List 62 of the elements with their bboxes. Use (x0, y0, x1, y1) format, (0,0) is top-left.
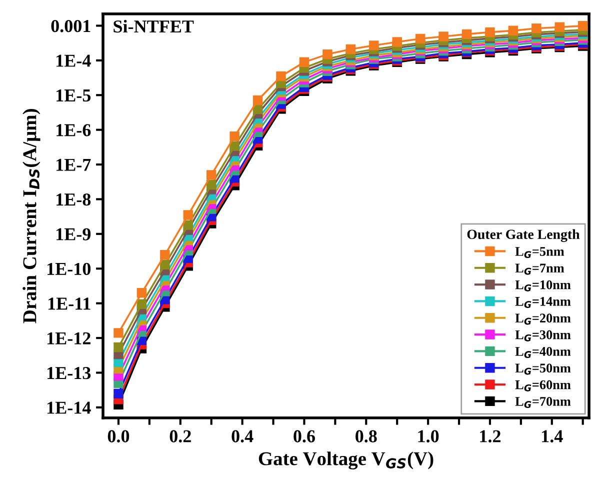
legend-label: L$_{G}$=14nm (515, 296, 571, 308)
point (462, 29, 472, 40)
point (160, 250, 170, 260)
legend-title: Outer Gate Length (467, 229, 580, 242)
point (299, 57, 310, 68)
x-tick-label: 1.2 (480, 430, 500, 442)
point (346, 44, 356, 54)
point (392, 37, 402, 47)
legend-label: L$_{G}$=30nm (515, 330, 571, 342)
y-tick-label: 1E-5 (56, 89, 91, 102)
point (114, 342, 124, 352)
point (252, 95, 263, 106)
legend-label: L$_{G}$=50nm (515, 364, 571, 375)
point (160, 260, 170, 270)
y-tick-label: 1E-13 (48, 367, 91, 380)
legend-label: L$_{G}$=60nm (515, 380, 571, 392)
x-tick-label: 0.0 (108, 430, 130, 442)
y-tick-label: 1E-7 (56, 158, 91, 171)
y-tick-label: 0.001 (51, 20, 90, 32)
point (183, 220, 194, 230)
point (183, 210, 194, 220)
point (369, 40, 379, 50)
legend-label: L$_{G}$=5nm (515, 247, 564, 258)
point (206, 180, 216, 190)
point (230, 131, 240, 142)
chart-title: Si-NTFET (114, 20, 194, 33)
point (485, 27, 495, 38)
y-tick-label: 1E-8 (56, 193, 91, 206)
point (206, 170, 216, 180)
y-axis-title: Drain Current I$_{DS}$(A/μm) (22, 109, 40, 324)
point (578, 21, 588, 31)
legend-label: L$_{G}$=7nm (515, 264, 564, 275)
y-tick-label: 1E-11 (48, 298, 90, 310)
y-tick-label: 1E-9 (56, 228, 91, 240)
point (554, 22, 564, 32)
legend-label: L$_{G}$=70nm (515, 396, 571, 408)
y-tick-label: 1E-12 (48, 332, 90, 344)
point (532, 23, 542, 34)
x-tick-label: 1.0 (418, 430, 439, 442)
y-tick-label: 1E-6 (56, 124, 91, 136)
x-axis-title: Gate Voltage V$_{GS}$(V) (258, 452, 434, 470)
point (415, 34, 426, 44)
y-tick-label: 1E-14 (48, 402, 91, 414)
point (438, 32, 448, 42)
x-tick-label: 0.6 (294, 430, 315, 442)
x-tick-label: 1.4 (542, 430, 563, 442)
point (322, 49, 332, 60)
point (136, 299, 147, 309)
x-tick-label: 0.4 (232, 430, 254, 442)
point (114, 328, 124, 338)
point (276, 71, 286, 82)
point (508, 26, 518, 36)
x-tick-label: 0.8 (356, 430, 377, 442)
legend-label: L$_{G}$=40nm (515, 346, 571, 358)
legend-label: L$_{G}$=20nm (515, 314, 571, 325)
legend-label: L$_{G}$=10nm (515, 280, 571, 292)
y-tick-label: 1E-4 (56, 54, 91, 67)
y-tick-label: 1E-10 (48, 262, 91, 276)
x-tick-label: 0.2 (170, 430, 191, 442)
point (114, 388, 124, 398)
point (230, 141, 240, 151)
point (136, 288, 147, 298)
